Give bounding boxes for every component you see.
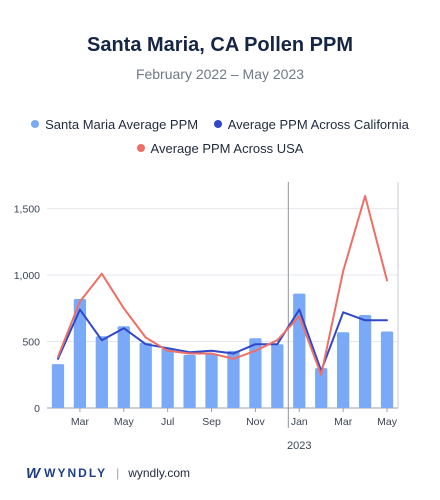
footer: W WYNDLY | wyndly.com <box>26 464 190 482</box>
chart-plot: 0 500 1,000 1,500 Mar May Jul Sep Nov Jan Mar May 20… <box>14 182 399 452</box>
x-tick-label: May <box>114 416 135 428</box>
y-tick-label: 1,000 <box>14 270 40 282</box>
legend-swatch-california <box>213 120 222 128</box>
bar <box>337 332 350 408</box>
x-tick-label: Mar <box>334 416 353 428</box>
bar <box>95 336 108 408</box>
wyndly-logo-icon: W <box>26 464 41 482</box>
bar <box>161 348 174 408</box>
legend-item-santa-maria: Santa Maria Average PPM <box>31 117 198 132</box>
footer-url[interactable]: wyndly.com <box>128 466 190 480</box>
legend-row-2: Average PPM Across USA <box>0 141 440 156</box>
bar <box>271 344 284 408</box>
bar <box>315 368 328 408</box>
bar <box>380 331 394 408</box>
bar <box>205 353 218 408</box>
y-tick-label: 0 <box>34 403 40 415</box>
x-tick-label: Jan <box>291 416 308 428</box>
brand-name: WYNDLY <box>44 466 108 480</box>
line-california <box>57 308 388 372</box>
legend-item-usa: Average PPM Across USA <box>136 141 304 156</box>
legend: Santa Maria Average PPM Average PPM Acro… <box>0 117 440 132</box>
y-tick-label: 1,500 <box>14 204 40 216</box>
legend-swatch-usa <box>136 144 145 152</box>
bar <box>51 364 65 408</box>
legend-label-usa: Average PPM Across USA <box>150 141 304 156</box>
x-tick-label: Mar <box>71 416 90 428</box>
bar <box>117 326 130 408</box>
x-tick-label: May <box>377 416 398 428</box>
legend-swatch-santa-maria <box>31 120 40 128</box>
bar <box>73 298 87 408</box>
footer-divider: | <box>116 466 120 480</box>
x-tick-label: Jul <box>161 416 174 428</box>
bar <box>139 342 152 408</box>
x-tick-label: Sep <box>202 416 221 428</box>
chart-title: Santa Maria, CA Pollen PPM <box>87 34 353 56</box>
line-usa <box>57 195 388 376</box>
bar <box>183 354 196 408</box>
bar <box>227 350 240 408</box>
x-tick-label: Nov <box>246 416 265 428</box>
chart-subtitle: February 2022 – May 2023 <box>135 66 305 82</box>
legend-label-santa-maria: Santa Maria Average PPM <box>45 117 199 132</box>
legend-label-california: Average PPM Across California <box>227 117 409 132</box>
legend-item-california: Average PPM Across California <box>213 117 409 132</box>
bar <box>249 338 262 408</box>
year-label: 2023 <box>287 440 311 452</box>
y-tick-label: 500 <box>22 337 40 349</box>
bar <box>358 314 372 408</box>
